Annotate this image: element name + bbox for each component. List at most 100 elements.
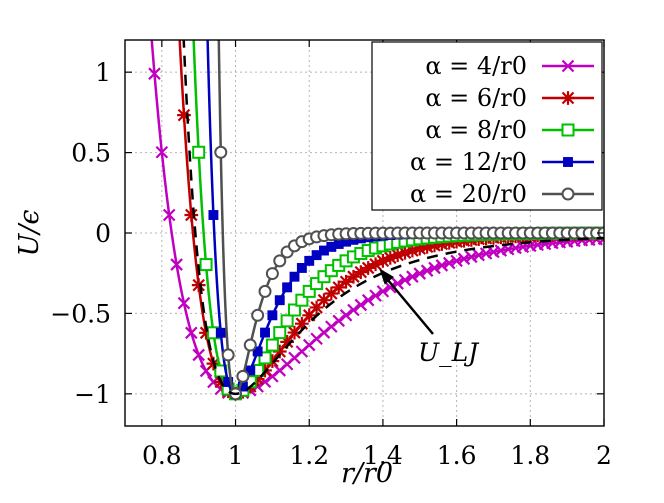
square-open-marker <box>287 303 301 317</box>
x-marker <box>398 273 412 287</box>
square-filled-marker <box>260 327 270 338</box>
square-filled-marker <box>326 241 337 252</box>
x-marker <box>325 320 338 333</box>
star-marker <box>177 108 191 123</box>
star-marker <box>302 308 317 323</box>
x-tick-label: 1.4 <box>363 441 403 470</box>
x-marker <box>406 270 419 283</box>
x-tick-label: 1.8 <box>510 441 550 470</box>
star-marker <box>317 293 331 308</box>
x-tick-label: 1.2 <box>289 441 329 470</box>
star-marker <box>250 372 265 387</box>
star-marker <box>442 235 457 250</box>
circle-open-marker <box>221 348 235 362</box>
star-marker <box>405 243 420 258</box>
square-open-marker <box>192 145 206 159</box>
annotation-arrow-line <box>382 273 434 335</box>
square-open-marker <box>199 258 213 272</box>
star-marker <box>390 248 405 263</box>
legend: α = 4/r0 α = 6/r0 α = 8/r0 α = 12/r0 α = 20/… <box>371 41 603 211</box>
series-4 <box>214 40 604 401</box>
x-marker <box>347 303 360 317</box>
star-marker <box>294 316 309 331</box>
axis-labels: r/r0 U/ϵ <box>14 210 393 489</box>
x-marker <box>384 281 397 294</box>
square-filled-marker <box>282 282 293 293</box>
circle-open-marker <box>265 267 279 281</box>
square-filled-marker <box>267 310 278 321</box>
x-tick-label: 1.6 <box>437 441 477 470</box>
star-marker <box>331 280 346 295</box>
square-open-marker <box>258 351 272 365</box>
square-filled-marker <box>341 236 352 247</box>
x-marker <box>435 259 449 272</box>
square-open-marker <box>310 277 324 291</box>
star-marker <box>184 208 199 222</box>
x-marker <box>361 293 375 307</box>
x-marker <box>450 254 463 268</box>
y-axis-label: U/ϵ <box>14 210 45 257</box>
star-marker <box>427 238 442 253</box>
circle-open-marker <box>561 187 575 201</box>
x-marker <box>354 298 368 312</box>
x-tick-label: 1 <box>228 441 244 470</box>
circle-open-marker <box>236 369 250 383</box>
x-marker <box>192 348 205 362</box>
star-marker <box>561 91 575 105</box>
x-marker <box>162 208 176 222</box>
x-marker <box>155 145 169 159</box>
x-marker <box>339 309 353 322</box>
x-tick-label: 0.8 <box>142 441 182 470</box>
x-marker <box>177 296 191 310</box>
star-marker <box>435 237 449 251</box>
star-marker <box>287 325 302 340</box>
circle-open-marker <box>258 284 272 298</box>
annotation-label: U_LJ <box>418 338 480 367</box>
star-marker <box>383 250 398 265</box>
x-marker <box>376 285 390 298</box>
x-marker <box>148 67 161 80</box>
x-tick-label: 2 <box>596 441 612 470</box>
annotation: U_LJ <box>379 268 480 367</box>
square-filled-marker <box>237 381 248 392</box>
star-marker <box>346 269 361 284</box>
x-marker <box>442 256 456 270</box>
x-marker <box>420 264 434 277</box>
x-marker <box>472 248 486 262</box>
star-marker <box>309 300 324 315</box>
circle-open-marker <box>214 145 228 159</box>
star-marker <box>368 257 383 272</box>
star-marker <box>398 245 412 260</box>
square-filled-marker <box>289 271 300 282</box>
x-marker <box>457 252 471 266</box>
x-marker <box>170 258 183 271</box>
star-marker <box>412 241 427 256</box>
x-marker <box>413 267 427 280</box>
square-filled-marker <box>311 250 322 261</box>
x-marker <box>561 59 575 73</box>
star-marker <box>361 261 376 275</box>
y-tick-label: 0.5 <box>71 139 111 168</box>
legend-label: α = 12/r0 <box>410 148 527 176</box>
star-marker <box>376 253 390 268</box>
square-filled-marker <box>296 263 307 273</box>
square-open-marker <box>561 123 575 137</box>
square-filled-marker <box>319 245 329 256</box>
x-axis-label: r/r0 <box>341 458 393 489</box>
square-filled-marker <box>252 346 263 357</box>
star-marker <box>280 335 294 349</box>
y-tick-label: 0 <box>95 219 111 248</box>
square-filled-marker <box>208 210 219 220</box>
square-open-marker <box>302 284 316 298</box>
y-tick-label: 1 <box>95 58 111 87</box>
star-marker <box>339 274 353 289</box>
x-marker <box>332 314 345 328</box>
y-tick-label: −0.5 <box>50 299 111 328</box>
x-marker <box>428 261 441 275</box>
star-marker <box>324 286 339 301</box>
x-marker <box>369 289 382 302</box>
star-marker <box>191 278 206 293</box>
legend-label: α = 4/r0 <box>425 52 527 80</box>
